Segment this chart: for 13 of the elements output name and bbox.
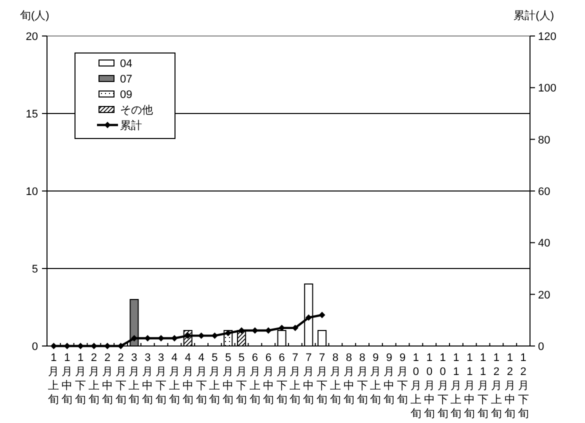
point (278, 324, 285, 332)
point (318, 312, 326, 318)
point (238, 327, 245, 334)
point (144, 335, 151, 342)
point (198, 332, 204, 339)
y2label: 累計(人) (514, 10, 554, 22)
point (305, 314, 312, 321)
point (252, 327, 258, 334)
point (212, 332, 218, 339)
point (265, 327, 272, 334)
ylabel: 旬(人) (20, 10, 50, 22)
point (292, 324, 298, 332)
point (224, 330, 232, 336)
